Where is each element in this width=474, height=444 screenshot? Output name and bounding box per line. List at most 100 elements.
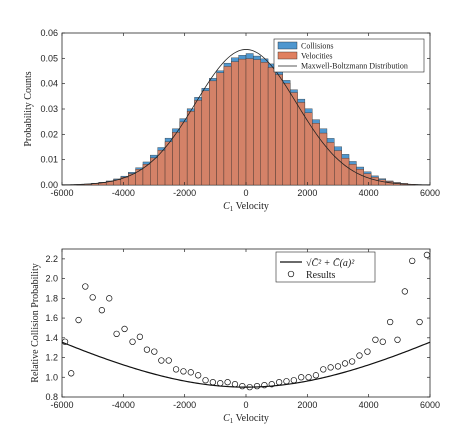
maxwell-boltzmann-curve bbox=[61, 49, 431, 186]
x-tick-label: 0 bbox=[243, 400, 248, 410]
results-point bbox=[172, 366, 180, 373]
results-point bbox=[312, 372, 320, 379]
histogram-legend-box bbox=[273, 38, 425, 73]
x-tick-label: 6000 bbox=[420, 188, 440, 198]
velocities-bar bbox=[164, 141, 173, 186]
legend-swatch-results bbox=[287, 270, 295, 278]
y-tick-label: 0.04 bbox=[40, 79, 58, 89]
results-point bbox=[239, 382, 246, 390]
results-point bbox=[224, 379, 231, 386]
velocities-bar bbox=[194, 100, 203, 186]
x-tick-label: 4000 bbox=[359, 400, 379, 410]
y-tick-label: 1.8 bbox=[45, 293, 58, 303]
results-point bbox=[106, 295, 113, 302]
x-tick-label: -2000 bbox=[173, 400, 196, 410]
y-tick-label: 0.00 bbox=[40, 180, 58, 190]
velocities-bar bbox=[334, 150, 342, 186]
y-tick-label: 0.05 bbox=[40, 53, 58, 63]
results-point bbox=[253, 382, 261, 390]
y-tick-label: 1.4 bbox=[45, 333, 58, 343]
results-point bbox=[298, 374, 305, 381]
results-point bbox=[165, 357, 172, 364]
results-point bbox=[401, 288, 409, 295]
legend-label-maxwell-boltzmann: Maxwell-Boltzmann Distribution bbox=[301, 62, 408, 71]
velocities-bar bbox=[341, 157, 350, 186]
results-point bbox=[275, 379, 283, 386]
results-point bbox=[261, 382, 268, 389]
x-tick-label: 2000 bbox=[297, 188, 317, 198]
y-tick-label: 0.03 bbox=[40, 104, 58, 114]
scatter-legend: √C̄² + C̄(a)² Results bbox=[275, 251, 376, 283]
results-point bbox=[231, 381, 239, 388]
results-point bbox=[129, 338, 136, 345]
velocities-bar bbox=[238, 58, 247, 186]
results-point bbox=[327, 364, 334, 371]
legend-label-results: Results bbox=[306, 270, 336, 281]
velocities-bar bbox=[275, 74, 283, 186]
results-point bbox=[209, 379, 217, 386]
x-tick-label: 4000 bbox=[359, 188, 379, 198]
velocities-bar bbox=[135, 169, 144, 186]
results-point bbox=[409, 257, 416, 264]
results-point bbox=[334, 363, 342, 370]
velocities-bars bbox=[76, 58, 416, 186]
y-tick-label: 0.02 bbox=[40, 129, 58, 139]
y-tick-label: 0.01 bbox=[40, 155, 58, 165]
results-point bbox=[246, 383, 253, 391]
y-tick-label: 1.2 bbox=[45, 353, 58, 363]
histogram-x-axis-label: C1 Velocity bbox=[223, 201, 269, 213]
y-tick-label: 0.8 bbox=[45, 392, 58, 402]
y-tick-label: 2.2 bbox=[45, 254, 58, 264]
results-point bbox=[121, 325, 128, 333]
velocities-bar bbox=[289, 92, 298, 186]
scatter-x-ticks: -6000 -4000 -2000 0 2000 4000 6000 bbox=[50, 249, 440, 410]
velocities-bar bbox=[253, 59, 261, 186]
velocities-bar bbox=[216, 72, 225, 186]
results-point bbox=[180, 368, 187, 375]
velocities-bar bbox=[260, 62, 269, 186]
velocities-bar bbox=[348, 164, 357, 186]
velocities-bar bbox=[267, 67, 276, 186]
scatter-legend-box bbox=[275, 251, 376, 283]
results-point bbox=[136, 333, 144, 340]
results-point bbox=[195, 372, 202, 379]
histogram-panel: -6000 -4000 -2000 0 2000 4000 6000 0.000.010.0… bbox=[23, 28, 440, 213]
x-tick-label: 6000 bbox=[420, 400, 440, 410]
velocities-bar bbox=[186, 111, 195, 186]
scatter-panel: -6000 -4000 -2000 0 2000 4000 6000 0.8 1.0 1.2 1.… bbox=[30, 248, 440, 425]
legend-label-collisions: Collisions bbox=[301, 42, 333, 51]
legend-label-theory: √C̄² + C̄(a)² bbox=[306, 257, 355, 269]
scatter-x-axis-label: C1 Velocity bbox=[223, 413, 269, 425]
results-point bbox=[320, 366, 327, 373]
legend-swatch-collisions bbox=[277, 41, 298, 50]
x-tick-label: 2000 bbox=[297, 400, 317, 410]
x-tick-label: -2000 bbox=[173, 188, 196, 198]
velocities-bar bbox=[223, 66, 232, 186]
velocities-bar bbox=[231, 61, 239, 186]
y-tick-label: 1.0 bbox=[45, 372, 58, 382]
results-point bbox=[158, 357, 165, 364]
results-point bbox=[61, 338, 69, 345]
x-tick-label: -4000 bbox=[112, 400, 135, 410]
histogram-y-ticks: 0.00 0.01 0.02 0.03 0.04 0.05 0.06 bbox=[40, 28, 430, 190]
results-point bbox=[379, 338, 386, 345]
velocities-bar bbox=[363, 173, 372, 186]
velocities-bar bbox=[128, 173, 136, 186]
scatter-y-axis-label: Relative Collision Probability bbox=[30, 263, 41, 382]
velocities-bar bbox=[201, 90, 210, 186]
results-point bbox=[113, 330, 120, 338]
results-point bbox=[143, 346, 151, 353]
results-point bbox=[364, 348, 371, 355]
x-tick-label: -6000 bbox=[50, 188, 73, 198]
results-point bbox=[290, 377, 297, 384]
velocities-bar bbox=[282, 82, 291, 186]
x-tick-label: -4000 bbox=[112, 188, 135, 198]
results-point bbox=[151, 348, 158, 355]
results-point bbox=[268, 381, 275, 388]
y-tick-label: 1.6 bbox=[45, 313, 58, 323]
velocities-bar bbox=[370, 176, 379, 186]
results-point bbox=[217, 380, 224, 387]
results-point bbox=[202, 377, 209, 384]
results-point bbox=[283, 378, 290, 385]
